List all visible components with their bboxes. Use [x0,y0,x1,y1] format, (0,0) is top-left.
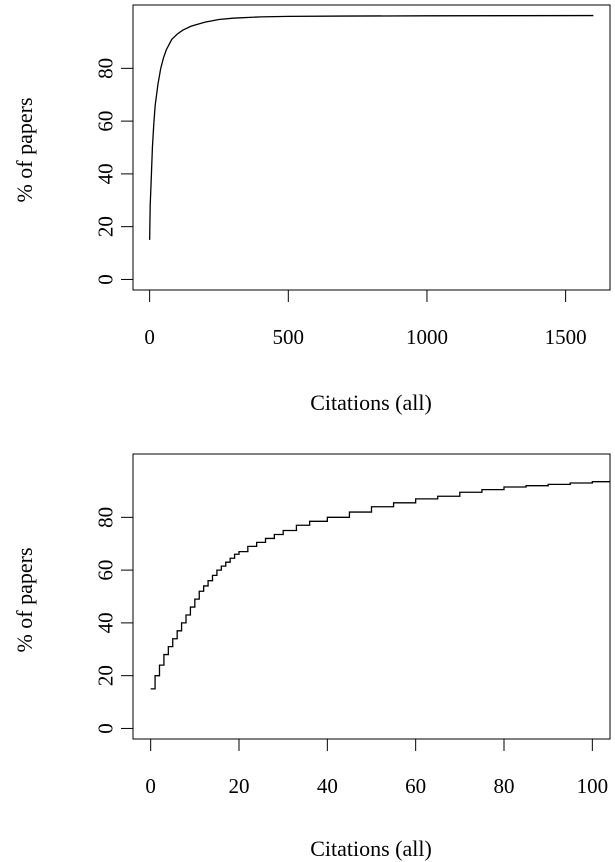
x-tick-label-bottom-80: 80 [494,774,515,798]
chart-bottom: 0 20 40 60 80 0 20 40 60 80 100 Citations (all) %… [12,453,611,861]
x-tick-label-bottom-0: 0 [145,774,156,798]
plot-frame-top [132,4,611,291]
plot-frame-bottom [132,453,611,740]
x-tick-label-bottom-40: 40 [317,774,338,798]
x-axis-bottom: 0 20 40 60 80 100 [145,739,608,798]
y-axis-title-bottom: % of papers [12,547,37,652]
chart-top: 0 20 40 60 80 0 500 1000 1500 Citations (all) %… [12,4,611,415]
y-tick-label-top-80: 80 [93,58,117,79]
x-tick-label-top-1000: 1000 [406,325,448,349]
y-tick-label-top-60: 60 [93,111,117,132]
y-tick-label-top-0: 0 [93,274,117,285]
x-axis-top: 0 500 1000 1500 [144,290,587,349]
y-tick-label-bottom-80: 80 [93,507,117,528]
y-tick-label-bottom-60: 60 [93,560,117,581]
y-axis-top: 0 20 40 60 80 [93,58,133,285]
y-axis-title-top: % of papers [12,97,37,202]
y-tick-label-top-20: 20 [93,216,117,237]
x-tick-label-bottom-20: 20 [229,774,250,798]
x-tick-label-top-500: 500 [273,325,305,349]
x-tick-label-top-1500: 1500 [545,325,587,349]
cdf-curve-top [148,14,594,240]
y-tick-label-top-40: 40 [93,163,117,184]
y-tick-label-bottom-20: 20 [93,665,117,686]
y-tick-label-bottom-0: 0 [93,723,117,734]
y-axis-bottom: 0 20 40 60 80 [93,507,133,734]
cdf-curve-bottom [150,480,610,690]
x-axis-title-top: Citations (all) [310,390,432,415]
y-tick-label-bottom-40: 40 [93,612,117,633]
x-tick-label-bottom-60: 60 [405,774,426,798]
x-axis-title-bottom: Citations (all) [310,836,432,861]
x-tick-label-bottom-100: 100 [577,774,609,798]
x-tick-label-top-0: 0 [144,325,155,349]
